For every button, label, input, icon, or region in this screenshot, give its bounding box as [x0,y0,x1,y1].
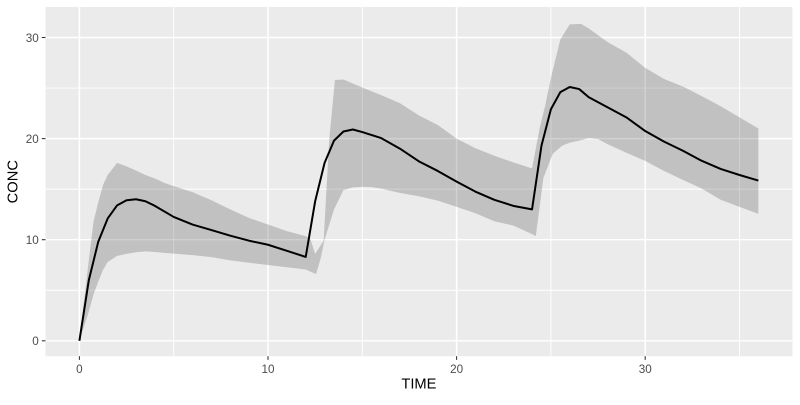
svg-text:30: 30 [639,363,653,376]
svg-text:20: 20 [450,363,464,376]
svg-text:30: 30 [26,32,40,45]
svg-text:0: 0 [76,363,83,376]
svg-text:CONC: CONC [6,160,22,204]
svg-text:10: 10 [26,234,40,247]
svg-text:20: 20 [26,133,40,146]
svg-text:TIME: TIME [401,377,436,393]
svg-text:0: 0 [32,335,39,348]
svg-text:10: 10 [261,363,275,376]
